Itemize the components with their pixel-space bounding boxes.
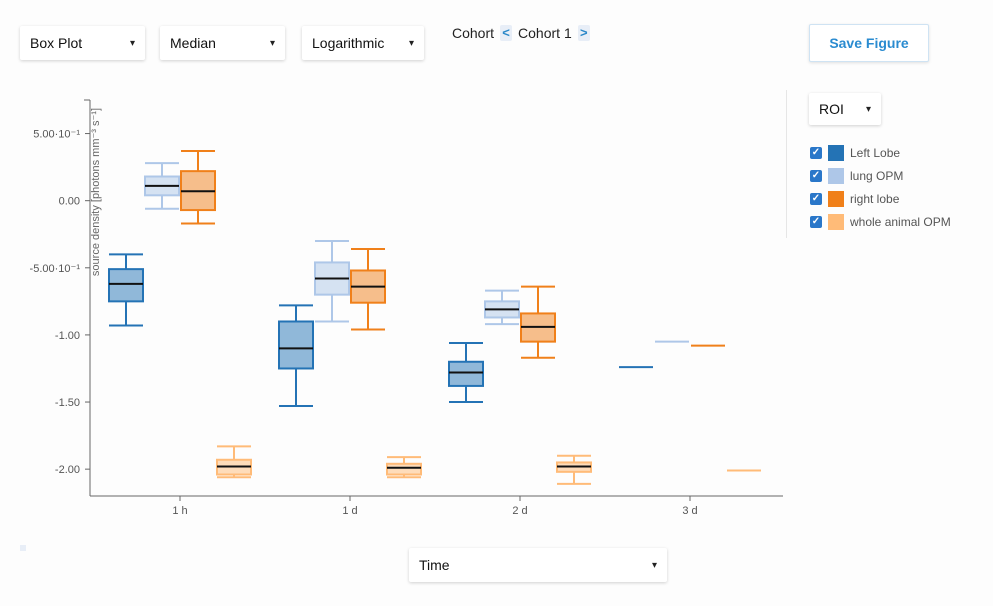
- checkbox-icon[interactable]: ✓: [810, 146, 822, 159]
- checkbox-icon[interactable]: ✓: [810, 215, 822, 228]
- legend-item[interactable]: ✓ lung OPM: [810, 164, 951, 187]
- legend-label: right lobe: [850, 191, 900, 206]
- legend-item[interactable]: ✓ right lobe: [810, 187, 951, 210]
- box-body: [448, 360, 484, 387]
- plot-type-value: Box Plot: [30, 35, 83, 51]
- save-figure-button[interactable]: Save Figure: [809, 24, 929, 62]
- x-tick-label: 1 h: [172, 505, 187, 517]
- scale-select[interactable]: Logarithmic ▾: [302, 26, 424, 60]
- cohort-next-button[interactable]: >: [577, 25, 590, 41]
- legend-label: whole animal OPM: [850, 214, 951, 229]
- checkbox-icon[interactable]: ✓: [810, 169, 822, 182]
- y-axis-label: source density [photons mm⁻³ s⁻¹]: [90, 108, 102, 276]
- y-tick-label: 5.00·10⁻¹: [33, 129, 80, 141]
- y-tick-label: -1.00: [55, 330, 80, 342]
- box-body: [108, 268, 144, 303]
- x-tick-label: 1 d: [342, 505, 357, 517]
- cohort-label: Cohort: [452, 25, 495, 41]
- legend-swatch: [828, 190, 844, 207]
- y-tick-label: -1.50: [55, 397, 80, 409]
- legend-label: Left Lobe: [850, 145, 901, 160]
- y-tick-label: -2.00: [55, 464, 80, 476]
- y-tick-label: -5.00·10⁻¹: [30, 263, 81, 275]
- chevron-down-icon: ▾: [651, 559, 657, 571]
- y-tick-label: 0.00: [59, 196, 80, 208]
- x-axis-select[interactable]: Time ▾: [409, 548, 667, 582]
- cohort-navigator: Cohort < Cohort 1 >: [452, 25, 590, 41]
- chevron-down-icon: ▾: [865, 103, 871, 115]
- x-axis-value: Time: [419, 557, 450, 573]
- roi-value: ROI: [819, 101, 844, 117]
- x-tick-label: 2 d: [512, 505, 527, 517]
- statistic-value: Median: [170, 35, 216, 51]
- chevron-down-icon: ▾: [408, 37, 414, 49]
- statistic-select[interactable]: Median ▾: [160, 26, 285, 60]
- legend-divider: [786, 90, 787, 238]
- legend-swatch: [828, 213, 844, 230]
- chevron-down-icon: ▾: [269, 37, 275, 49]
- legend-swatch: [828, 167, 844, 184]
- plot-type-select[interactable]: Box Plot ▾: [20, 26, 145, 60]
- legend: ✓ Left Lobe ✓ lung OPM ✓ right lobe ✓ whole ani…: [810, 141, 951, 233]
- x-tick-label: 3 d: [682, 505, 697, 517]
- legend-label: lung OPM: [850, 168, 904, 183]
- roi-select[interactable]: ROI ▾: [809, 93, 881, 125]
- legend-swatch: [828, 144, 844, 161]
- cohort-prev-button[interactable]: <: [500, 25, 513, 41]
- chevron-down-icon: ▾: [129, 37, 135, 49]
- resize-handle: [20, 545, 26, 551]
- box-body: [386, 462, 422, 476]
- box-body: [278, 320, 314, 370]
- checkbox-icon[interactable]: ✓: [810, 192, 822, 205]
- scale-value: Logarithmic: [312, 35, 385, 51]
- legend-item[interactable]: ✓ Left Lobe: [810, 141, 951, 164]
- cohort-value: Cohort 1: [518, 25, 572, 41]
- legend-item[interactable]: ✓ whole animal OPM: [810, 210, 951, 233]
